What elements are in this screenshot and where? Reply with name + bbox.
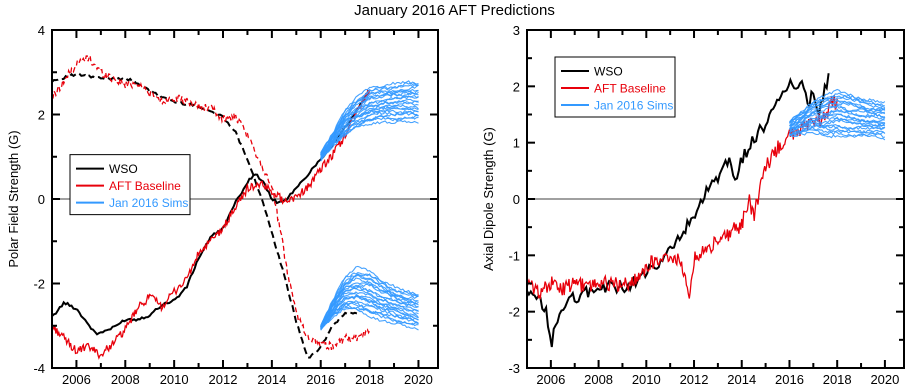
legend-label: AFT Baseline (594, 82, 666, 96)
sim-curve (789, 99, 886, 124)
x-tick-label: 2016 (775, 372, 804, 387)
y-axis-label: Polar Field Strength (G) (6, 130, 21, 267)
sim-curve (320, 274, 419, 328)
y-axis-label: Axial Dipole Strength (G) (481, 127, 496, 271)
wso-line-south (52, 72, 358, 359)
sim-curve (789, 131, 886, 141)
legend-label: Jan 2016 Sims (594, 99, 673, 113)
sim-curve (789, 92, 886, 123)
legend: WSO AFT Baseline Jan 2016 Sims (69, 154, 191, 216)
x-tick-label: 2016 (306, 372, 335, 387)
legend-label: Jan 2016 Sims (109, 196, 188, 210)
sim-curve (320, 105, 419, 159)
sim-curve (320, 82, 419, 155)
sim-curve (789, 88, 886, 123)
legend-label: WSO (594, 65, 623, 79)
y-tick-label: 0 (38, 192, 45, 207)
x-tick-label: 2010 (160, 372, 189, 387)
x-tick-label: 2020 (870, 372, 899, 387)
sim-curve (320, 286, 419, 327)
x-tick-label: 2006 (536, 372, 565, 387)
sim-curve (320, 84, 419, 155)
y-tick-label: -4 (33, 361, 45, 376)
y-tick-label: 3 (513, 23, 520, 38)
axial-dipole-panel: 2006 2008 2010 2012 2014 2016 2018 2020 -3 -2 -1 0 1… (481, 23, 905, 387)
x-tick-label: 2018 (355, 372, 384, 387)
sim-curve (320, 120, 419, 162)
x-tick-label: 2014 (257, 372, 286, 387)
sim-curve (320, 272, 419, 328)
y-tick-label: 2 (513, 79, 520, 94)
x-tick-label: 2012 (680, 372, 709, 387)
sim-curve (320, 299, 419, 329)
sim-curve (789, 118, 886, 133)
aft-baseline-line-main (527, 95, 838, 301)
sim-curve (320, 304, 419, 330)
y-tick-label: 0 (513, 192, 520, 207)
y-tick-label: 2 (38, 108, 45, 123)
plot-area (52, 53, 438, 360)
x-tick-label: 2006 (62, 372, 91, 387)
y-tick-label: 4 (38, 23, 45, 38)
x-tick-label: 2014 (727, 372, 756, 387)
plot-area (527, 73, 904, 348)
y-tick-label: -1 (508, 248, 520, 263)
sim-curve (320, 80, 419, 154)
sim-curve (320, 114, 419, 161)
x-tick-label: 2020 (404, 372, 433, 387)
sim-curve (320, 306, 419, 331)
x-tick-label: 2012 (209, 372, 238, 387)
sim-curve (320, 301, 419, 329)
x-tick-label: 2010 (632, 372, 661, 387)
sim-curve (320, 112, 419, 160)
wso-line-north (52, 89, 370, 336)
sim-curve (320, 273, 419, 327)
legend-label: AFT Baseline (109, 179, 181, 193)
sim-curve (320, 287, 419, 328)
sim-curve (789, 105, 886, 127)
x-tick-label: 2018 (823, 372, 852, 387)
y-tick-label: -2 (508, 305, 520, 320)
x-tick-label: 2008 (584, 372, 613, 387)
sim-curve (789, 129, 885, 138)
wso-line-main (527, 73, 830, 348)
polar-field-panel: 2006 2008 2010 2012 2014 2016 2018 2020 -4 -2 0 2 4 P… (6, 23, 439, 387)
legend-label: WSO (109, 162, 138, 176)
sim-curve (320, 294, 419, 329)
sim-curve (789, 124, 886, 136)
sim-curve (789, 124, 886, 135)
y-tick-label: -3 (508, 361, 520, 376)
y-tick-label: -2 (33, 277, 45, 292)
sim-curve (789, 96, 886, 124)
legend: WSO AFT Baseline Jan 2016 Sims (554, 56, 676, 118)
sim-curve (320, 95, 419, 156)
sim-curve (789, 126, 886, 137)
sim-curve (320, 98, 419, 157)
x-tick-label: 2008 (111, 372, 140, 387)
sim-curve (320, 265, 419, 327)
figure-title: January 2016 AFT Predictions (354, 2, 555, 19)
sim-curve (789, 110, 886, 130)
y-tick-label: 1 (513, 136, 520, 151)
aft-baseline-line-north (52, 88, 371, 360)
sim-curve (789, 113, 885, 131)
sim-curve (320, 88, 419, 155)
legend-box (554, 56, 676, 118)
aft-baseline-line-south (52, 53, 371, 351)
